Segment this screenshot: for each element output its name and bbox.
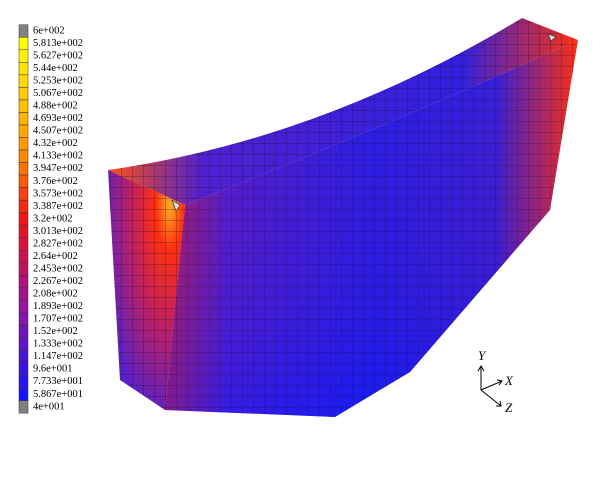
legend-label: 2.64e+002	[33, 251, 78, 262]
model	[108, 18, 578, 417]
legend-swatch	[18, 375, 29, 389]
axis-triad: Y X Z	[477, 348, 514, 415]
legend-label: 2.267e+002	[33, 276, 83, 287]
legend-swatch	[18, 74, 29, 88]
hot-spot	[171, 33, 557, 212]
legend-swatch	[18, 262, 29, 276]
legend-label: 5.44e+002	[33, 63, 78, 74]
legend-label: 1.147e+002	[33, 351, 83, 362]
legend-label: 6e+002	[33, 25, 65, 36]
legend-swatch	[18, 199, 29, 213]
legend-swatch	[18, 337, 29, 351]
front-face-mesh	[165, 40, 578, 417]
legend-swatch	[18, 137, 29, 151]
legend-swatch	[18, 37, 29, 51]
legend-swatch	[18, 99, 29, 113]
legend-label: 2.827e+002	[33, 238, 83, 249]
legend-swatch	[18, 237, 29, 251]
legend-label: 5.813e+002	[33, 38, 83, 49]
left-face-mesh	[108, 170, 185, 410]
legend-label: 2.08e+002	[33, 289, 78, 300]
legend-swatch	[18, 49, 29, 63]
axis-label: X	[504, 373, 514, 388]
legend-swatch	[18, 187, 29, 201]
legend-label: 4.32e+002	[33, 138, 78, 149]
legend-label: 3.013e+002	[33, 226, 83, 237]
legend-swatch	[18, 149, 29, 163]
legend-swatch	[18, 87, 29, 101]
legend-swatch	[18, 162, 29, 176]
legend-swatch	[18, 400, 29, 414]
axis-label: Y	[478, 348, 487, 363]
legend-swatch	[18, 387, 29, 401]
legend-swatch	[18, 250, 29, 264]
y-arrow	[477, 365, 485, 390]
legend-label: 4.88e+002	[33, 101, 78, 112]
top-face-mesh	[108, 18, 578, 205]
legend-label: 1.707e+002	[33, 314, 83, 325]
legend-label: 3.947e+002	[33, 163, 83, 174]
legend-label: 3.573e+002	[33, 188, 83, 199]
legend-swatch	[18, 112, 29, 126]
legend-label: 9.6e+001	[33, 364, 72, 375]
legend-swatch	[18, 362, 29, 376]
legend-label: 1.893e+002	[33, 301, 83, 312]
legend-swatch	[18, 62, 29, 76]
legend-swatch	[18, 312, 29, 326]
z-arrow	[480, 389, 502, 407]
axis-label: Z	[505, 400, 513, 415]
legend-label: 3.2e+002	[33, 213, 72, 224]
legend-label: 5.627e+002	[33, 50, 83, 61]
legend-label: 4.507e+002	[33, 126, 83, 137]
legend-swatch	[18, 224, 29, 238]
legend-swatch	[18, 325, 29, 339]
legend-label: 4.693e+002	[33, 113, 83, 124]
legend-label: 1.333e+002	[33, 339, 83, 350]
legend-swatch	[18, 24, 29, 38]
legend-label: 4e+001	[33, 401, 65, 412]
legend-swatch	[18, 174, 29, 188]
x-arrow	[480, 379, 503, 391]
legend-swatch	[18, 124, 29, 138]
legend-swatch	[18, 275, 29, 289]
legend-swatch	[18, 350, 29, 364]
legend-label: 5.867e+001	[33, 389, 83, 400]
legend-label: 5.253e+002	[33, 76, 83, 87]
legend-label: 2.453e+002	[33, 263, 83, 274]
legend-label: 3.387e+002	[33, 201, 83, 212]
legend-label: 1.52e+002	[33, 326, 78, 337]
legend-label: 7.733e+001	[33, 376, 83, 387]
legend-swatch	[18, 287, 29, 301]
legend-label: 3.76e+002	[33, 176, 78, 187]
legend-swatch	[18, 212, 29, 226]
legend-label: 4.133e+002	[33, 151, 83, 162]
legend-label: 5.067e+002	[33, 88, 83, 99]
legend-swatch	[18, 300, 29, 314]
